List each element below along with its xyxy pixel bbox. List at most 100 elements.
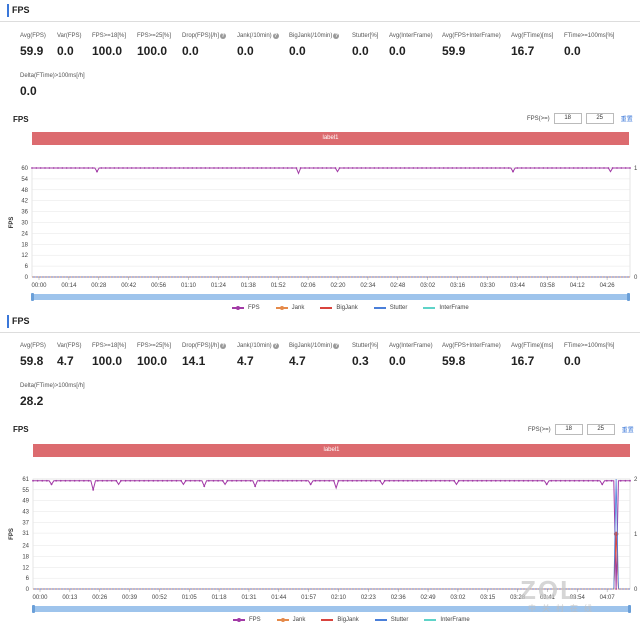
metric: Avg(FPS+InterFrame) 59.9 <box>442 33 501 58</box>
help-icon[interactable]: ? <box>220 33 227 39</box>
fps-point <box>263 479 266 482</box>
fps-point <box>203 485 206 488</box>
timeline-scrollbar[interactable] <box>32 605 631 613</box>
fps-point <box>416 479 419 482</box>
metric-label: FPS>=18[%] <box>92 343 126 349</box>
fps-point <box>527 479 530 482</box>
metric-label-text: Delta(FTime)>100ms[/h] <box>20 73 85 79</box>
metric-value: 0.0 <box>20 84 37 98</box>
help-icon[interactable]: ? <box>333 33 340 39</box>
fps-point <box>578 479 580 482</box>
y-tick-label: 49 <box>22 499 29 505</box>
metric-label: Delta(FTime)>100ms[/h] <box>20 73 85 79</box>
fps-point <box>351 479 354 482</box>
metric-label-text: Var(FPS) <box>57 33 82 39</box>
fps-point <box>226 167 228 169</box>
y-tick-label: 48 <box>21 188 28 194</box>
fps-point <box>481 167 484 169</box>
y-tick-label: 42 <box>21 199 28 205</box>
fps-point <box>254 485 257 488</box>
legend-item[interactable]: BigJank <box>320 305 358 311</box>
fps-point <box>96 170 98 173</box>
fps-point <box>277 479 280 482</box>
metric: Avg(FPS) 59.8 <box>20 343 46 368</box>
fps-point <box>512 170 514 173</box>
fps-point <box>169 167 172 169</box>
fps-threshold-input-low[interactable]: 18 <box>553 113 582 124</box>
fps-point <box>395 167 397 169</box>
fps-point <box>106 479 108 482</box>
label-bar[interactable]: label1 <box>33 444 630 457</box>
fps-point <box>477 167 480 169</box>
metric-label-text: Avg(FTime)[ms] <box>511 343 554 349</box>
legend-swatch <box>321 619 334 621</box>
fps-point <box>564 479 567 482</box>
metric-label-text: Stutter[%] <box>352 33 379 39</box>
fps-point <box>104 167 107 169</box>
metric-label: FPS>=18[%] <box>92 33 126 39</box>
x-tick-label: 03:44 <box>510 283 526 289</box>
timeline-scrollbar[interactable] <box>31 293 630 301</box>
help-icon[interactable]: ? <box>272 33 279 39</box>
legend-item[interactable]: InterFrame <box>424 617 470 623</box>
metric: Stutter[%] 0.3 <box>352 343 378 368</box>
x-tick-label: 01:10 <box>181 283 197 289</box>
legend-item[interactable]: Jank <box>275 305 304 311</box>
x-tick-label: 00:42 <box>121 283 137 289</box>
fps-point <box>411 479 414 482</box>
x-tick-label: 00:13 <box>62 595 78 601</box>
metric: Avg(FPS) 59.9 <box>20 33 46 58</box>
metric: Var(FPS) 4.7 <box>57 343 82 368</box>
fps-point <box>61 167 64 169</box>
reset-button[interactable]: 重置 <box>620 117 633 123</box>
fps-point <box>230 167 233 169</box>
metric-label: FPS>=25[%] <box>137 33 171 39</box>
metric-label-text: Avg(FPS+InterFrame) <box>442 343 501 349</box>
fps-point <box>476 479 479 482</box>
fps-point <box>265 167 267 169</box>
fps-point <box>325 167 328 169</box>
fps-point <box>143 167 146 169</box>
fps-point <box>70 167 72 169</box>
legend-item[interactable]: Jank <box>276 617 305 623</box>
metric-label-text: Avg(InterFrame) <box>389 343 433 349</box>
fps-point <box>425 479 428 482</box>
fps-point <box>538 167 540 169</box>
legend-item[interactable]: Stutter <box>374 617 408 623</box>
scrollbar-left-handle[interactable] <box>31 293 34 301</box>
legend-item[interactable]: FPS <box>233 617 261 623</box>
fps-point <box>443 479 446 482</box>
metric-label-text: Delta(FTime)>100ms[/h] <box>20 383 85 389</box>
fps-point <box>217 167 220 169</box>
reset-button[interactable]: 重置 <box>621 428 634 434</box>
scrollbar-right-handle[interactable] <box>627 293 630 301</box>
legend-item[interactable]: Stutter <box>373 305 407 311</box>
fps-threshold-input-low[interactable]: 18 <box>554 424 583 435</box>
scrollbar-right-handle[interactable] <box>628 605 631 613</box>
fps-point <box>504 479 506 482</box>
legend-item[interactable]: BigJank <box>321 617 359 623</box>
fps-point <box>55 479 58 482</box>
fps-point <box>624 479 627 482</box>
x-tick-label: 00:00 <box>32 595 48 601</box>
scrollbar-left-handle[interactable] <box>32 605 35 613</box>
legend-item[interactable]: InterFrame <box>423 305 469 311</box>
y-tick-label: 0 <box>25 275 29 281</box>
plot-area <box>32 478 631 590</box>
help-icon[interactable]: ? <box>272 343 279 349</box>
watermark-text: 中关村在线 <box>528 604 598 613</box>
help-icon[interactable]: ? <box>333 343 340 349</box>
fps-threshold-input-high[interactable]: 25 <box>585 113 614 124</box>
fps-point <box>448 479 451 482</box>
fps-point <box>408 167 410 169</box>
x-tick-label: 02:23 <box>361 595 377 601</box>
help-icon[interactable]: ? <box>220 343 227 349</box>
x-tick-label: 01:24 <box>211 283 227 289</box>
fps-point <box>282 167 285 169</box>
fps-point <box>379 479 381 482</box>
fps-threshold-input-high[interactable]: 25 <box>586 424 615 435</box>
label-bar[interactable]: label1 <box>32 132 629 145</box>
legend-item[interactable]: FPS <box>232 305 260 311</box>
fps-point <box>550 479 553 482</box>
metric: Avg(FPS+InterFrame) 59.8 <box>442 343 501 368</box>
